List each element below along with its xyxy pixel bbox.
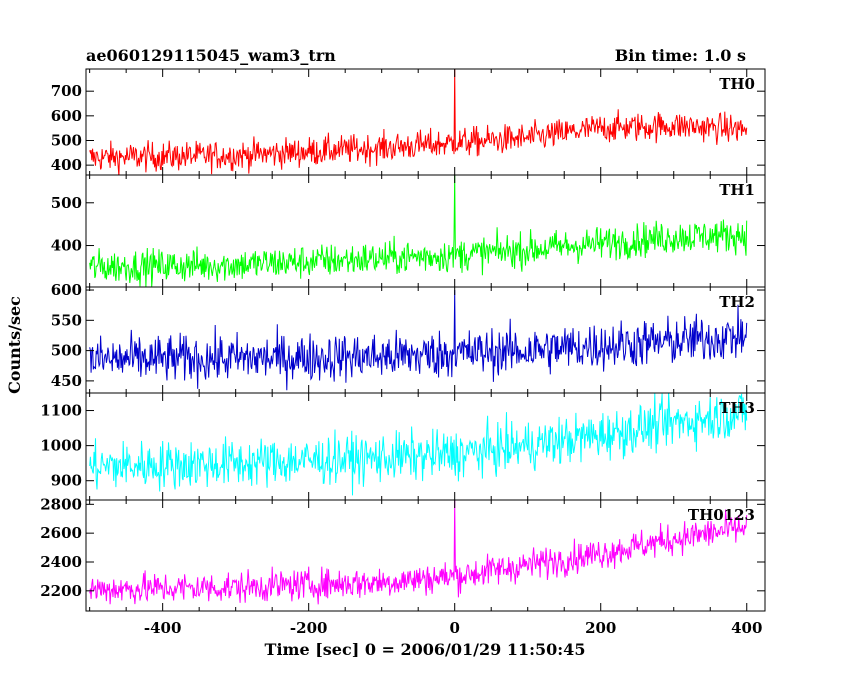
y-axis-label: Counts/sec [5, 296, 24, 394]
panel-label: TH0123 [688, 506, 755, 524]
panel-th1: 400 500 TH1 [51, 174, 766, 288]
y-tick-label: 400 [51, 156, 82, 174]
y-tick-label: 2800 [40, 495, 82, 513]
panel-frame [85, 392, 766, 501]
y-tick-label: 1000 [40, 437, 82, 455]
bin-time-label: Bin time: 1.0 s [615, 46, 746, 65]
y-tick-label: 450 [51, 372, 82, 390]
x-tick-label: 0 [449, 619, 459, 637]
y-tick-label: 2400 [40, 553, 82, 571]
y-tick-label: 500 [51, 194, 82, 212]
x-tick-label: 200 [585, 619, 616, 637]
y-tick-label: 550 [51, 311, 82, 329]
series-line-th1 [89, 175, 748, 287]
panel-frame [85, 286, 766, 394]
panel-th0123: 2200 2400 2600 2800 TH0123 -400 -200 0 200 400 [40, 495, 766, 637]
y-tick-label: 500 [51, 131, 82, 149]
panel-frame [85, 499, 766, 612]
y-tick-label: 900 [51, 472, 82, 490]
panel-th2: 450 500 550 600 TH2 [51, 281, 766, 394]
y-tick-label: 1100 [40, 402, 82, 420]
y-tick-label: 700 [51, 82, 82, 100]
panel-th0: 400 500 600 700 TH0 [51, 68, 766, 176]
series-line-th0 [89, 69, 748, 175]
y-tick-label: 600 [51, 281, 82, 299]
panel-label: TH2 [719, 293, 755, 311]
series-line-th2 [89, 289, 748, 391]
y-tick-label: 400 [51, 237, 82, 255]
series-line-th3 [89, 393, 748, 496]
x-tick-label: -200 [290, 619, 328, 637]
panel-label: TH1 [719, 181, 755, 199]
x-tick-label: 400 [731, 619, 762, 637]
x-axis-label: Time [sec] 0 = 2006/01/29 11:50:45 [265, 640, 586, 659]
panel-th3: 900 1000 1100 TH3 [40, 392, 766, 501]
x-tick-label: -400 [144, 619, 182, 637]
y-tick-label: 500 [51, 342, 82, 360]
observation-title: ae060129115045_wam3_trn [86, 46, 336, 65]
y-tick-label: 2600 [40, 524, 82, 542]
y-tick-label: 2200 [40, 582, 82, 600]
series-line-th0123 [89, 500, 748, 605]
y-tick-label: 600 [51, 107, 82, 125]
panel-label: TH3 [719, 399, 755, 417]
panel-label: TH0 [719, 75, 755, 93]
